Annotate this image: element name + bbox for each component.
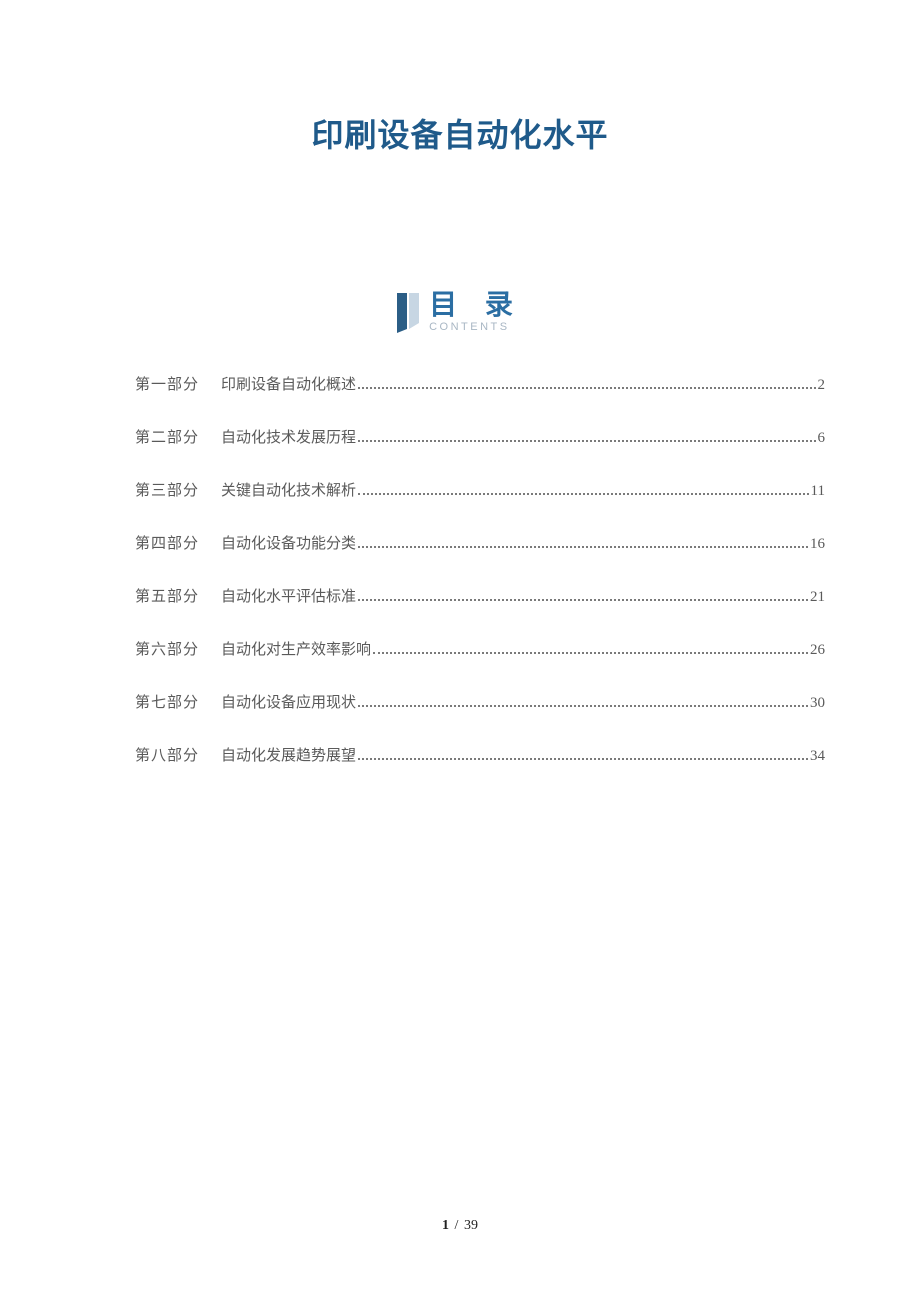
document-page: 印刷设备自动化水平 目 录 CONTENTS 第一部分 印刷设备自动化概述 2 … [0,0,920,1302]
toc-title-label: 自动化技术发展历程 [221,426,356,447]
toc-title-label: 关键自动化技术解析 [221,479,356,500]
toc-part-label: 第八部分 [135,744,199,765]
contents-header: 目 录 CONTENTS [115,291,805,335]
toc-title-label: 自动化发展趋势展望 [221,744,356,765]
toc-entry: 第八部分 自动化发展趋势展望 34 [135,744,825,765]
toc-page-number: 21 [810,589,825,606]
toc-leader-dots [358,546,808,548]
toc-title-label: 自动化对生产效率影响 [221,638,371,659]
toc-entry: 第七部分 自动化设备应用现状 30 [135,691,825,712]
contents-label-en: CONTENTS [429,321,510,333]
toc-entry: 第三部分 关键自动化技术解析 11 [135,479,825,500]
toc-page-number: 30 [810,695,825,712]
contents-icon [397,293,419,335]
toc-entry: 第五部分 自动化水平评估标准 21 [135,585,825,606]
toc-part-label: 第四部分 [135,532,199,553]
toc-page-number: 26 [810,642,825,659]
toc-leader-dots [358,599,808,601]
page-footer: 1 / 39 [0,1218,920,1234]
toc-leader-dots [358,493,809,495]
toc-part-label: 第二部分 [135,426,199,447]
toc-leader-dots [358,758,808,760]
toc-page-number: 34 [810,748,825,765]
toc-leader-dots [373,652,808,654]
contents-label-cn: 目 录 [429,291,523,319]
contents-label-block: 目 录 CONTENTS [429,291,523,333]
toc-title-label: 自动化设备功能分类 [221,532,356,553]
toc-part-label: 第三部分 [135,479,199,500]
toc-page-number: 16 [810,536,825,553]
toc-part-label: 第六部分 [135,638,199,659]
toc-leader-dots [358,705,808,707]
footer-total-pages: 39 [464,1218,478,1233]
footer-current-page: 1 [442,1218,449,1233]
table-of-contents: 第一部分 印刷设备自动化概述 2 第二部分 自动化技术发展历程 6 第三部分 关… [135,373,825,765]
toc-leader-dots [358,440,815,442]
page-title: 印刷设备自动化水平 [115,110,805,156]
toc-title-label: 印刷设备自动化概述 [221,373,356,394]
toc-page-number: 2 [818,377,826,394]
toc-entry: 第一部分 印刷设备自动化概述 2 [135,373,825,394]
toc-entry: 第四部分 自动化设备功能分类 16 [135,532,825,553]
toc-page-number: 11 [811,483,825,500]
toc-part-label: 第一部分 [135,373,199,394]
toc-entry: 第二部分 自动化技术发展历程 6 [135,426,825,447]
toc-leader-dots [358,387,815,389]
toc-entry: 第六部分 自动化对生产效率影响 26 [135,638,825,659]
footer-separator: / [455,1218,459,1233]
toc-page-number: 6 [818,430,826,447]
toc-title-label: 自动化水平评估标准 [221,585,356,606]
toc-part-label: 第七部分 [135,691,199,712]
toc-title-label: 自动化设备应用现状 [221,691,356,712]
toc-part-label: 第五部分 [135,585,199,606]
